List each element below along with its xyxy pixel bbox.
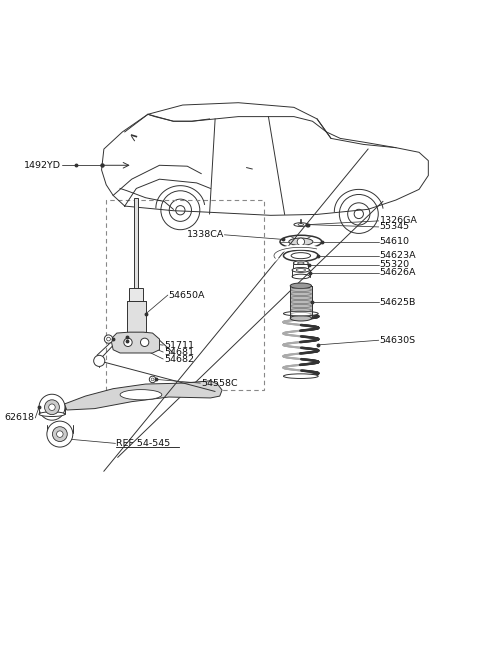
Text: REF 54-545: REF 54-545 [116,439,171,448]
Circle shape [124,338,132,346]
Ellipse shape [290,283,312,289]
Ellipse shape [284,250,318,261]
Text: 51711: 51711 [164,341,194,350]
Bar [106,200,264,390]
Ellipse shape [298,262,304,264]
Ellipse shape [39,412,65,417]
Text: 62618: 62618 [4,413,35,422]
Text: 54650A: 54650A [169,291,205,299]
Text: 1326GA: 1326GA [380,216,418,225]
Circle shape [52,426,67,441]
Bar [293,263,308,270]
Text: 54626A: 54626A [380,269,416,277]
Ellipse shape [280,235,322,248]
Circle shape [94,355,105,366]
Text: 54681: 54681 [164,348,194,356]
Text: 54558C: 54558C [201,379,238,388]
Circle shape [141,338,149,346]
Circle shape [149,376,156,383]
Ellipse shape [294,223,308,227]
Circle shape [49,404,55,411]
Bar [130,288,143,301]
Ellipse shape [293,261,308,265]
Text: 1338CA: 1338CA [187,231,224,239]
Bar [134,198,138,295]
Text: 54630S: 54630S [380,336,416,345]
Polygon shape [111,332,159,353]
Text: 54623A: 54623A [380,251,416,260]
Circle shape [39,394,65,421]
Text: 54682: 54682 [164,354,194,364]
Text: 1492YD: 1492YD [24,160,61,170]
Ellipse shape [290,316,312,321]
Ellipse shape [120,390,162,400]
Text: 55345: 55345 [380,223,410,231]
Ellipse shape [291,253,311,259]
Circle shape [45,400,60,415]
Ellipse shape [292,274,310,279]
Circle shape [297,238,305,246]
Bar [127,301,146,332]
Text: 55320: 55320 [380,261,410,269]
Polygon shape [64,381,222,410]
Circle shape [47,421,73,447]
Bar [290,286,312,318]
Ellipse shape [289,238,313,246]
Text: 54610: 54610 [380,237,409,246]
Ellipse shape [293,268,308,271]
Circle shape [104,335,113,343]
Circle shape [57,431,63,438]
Ellipse shape [284,374,318,379]
Ellipse shape [284,311,318,316]
Ellipse shape [292,268,310,272]
Text: 54625B: 54625B [380,297,416,307]
